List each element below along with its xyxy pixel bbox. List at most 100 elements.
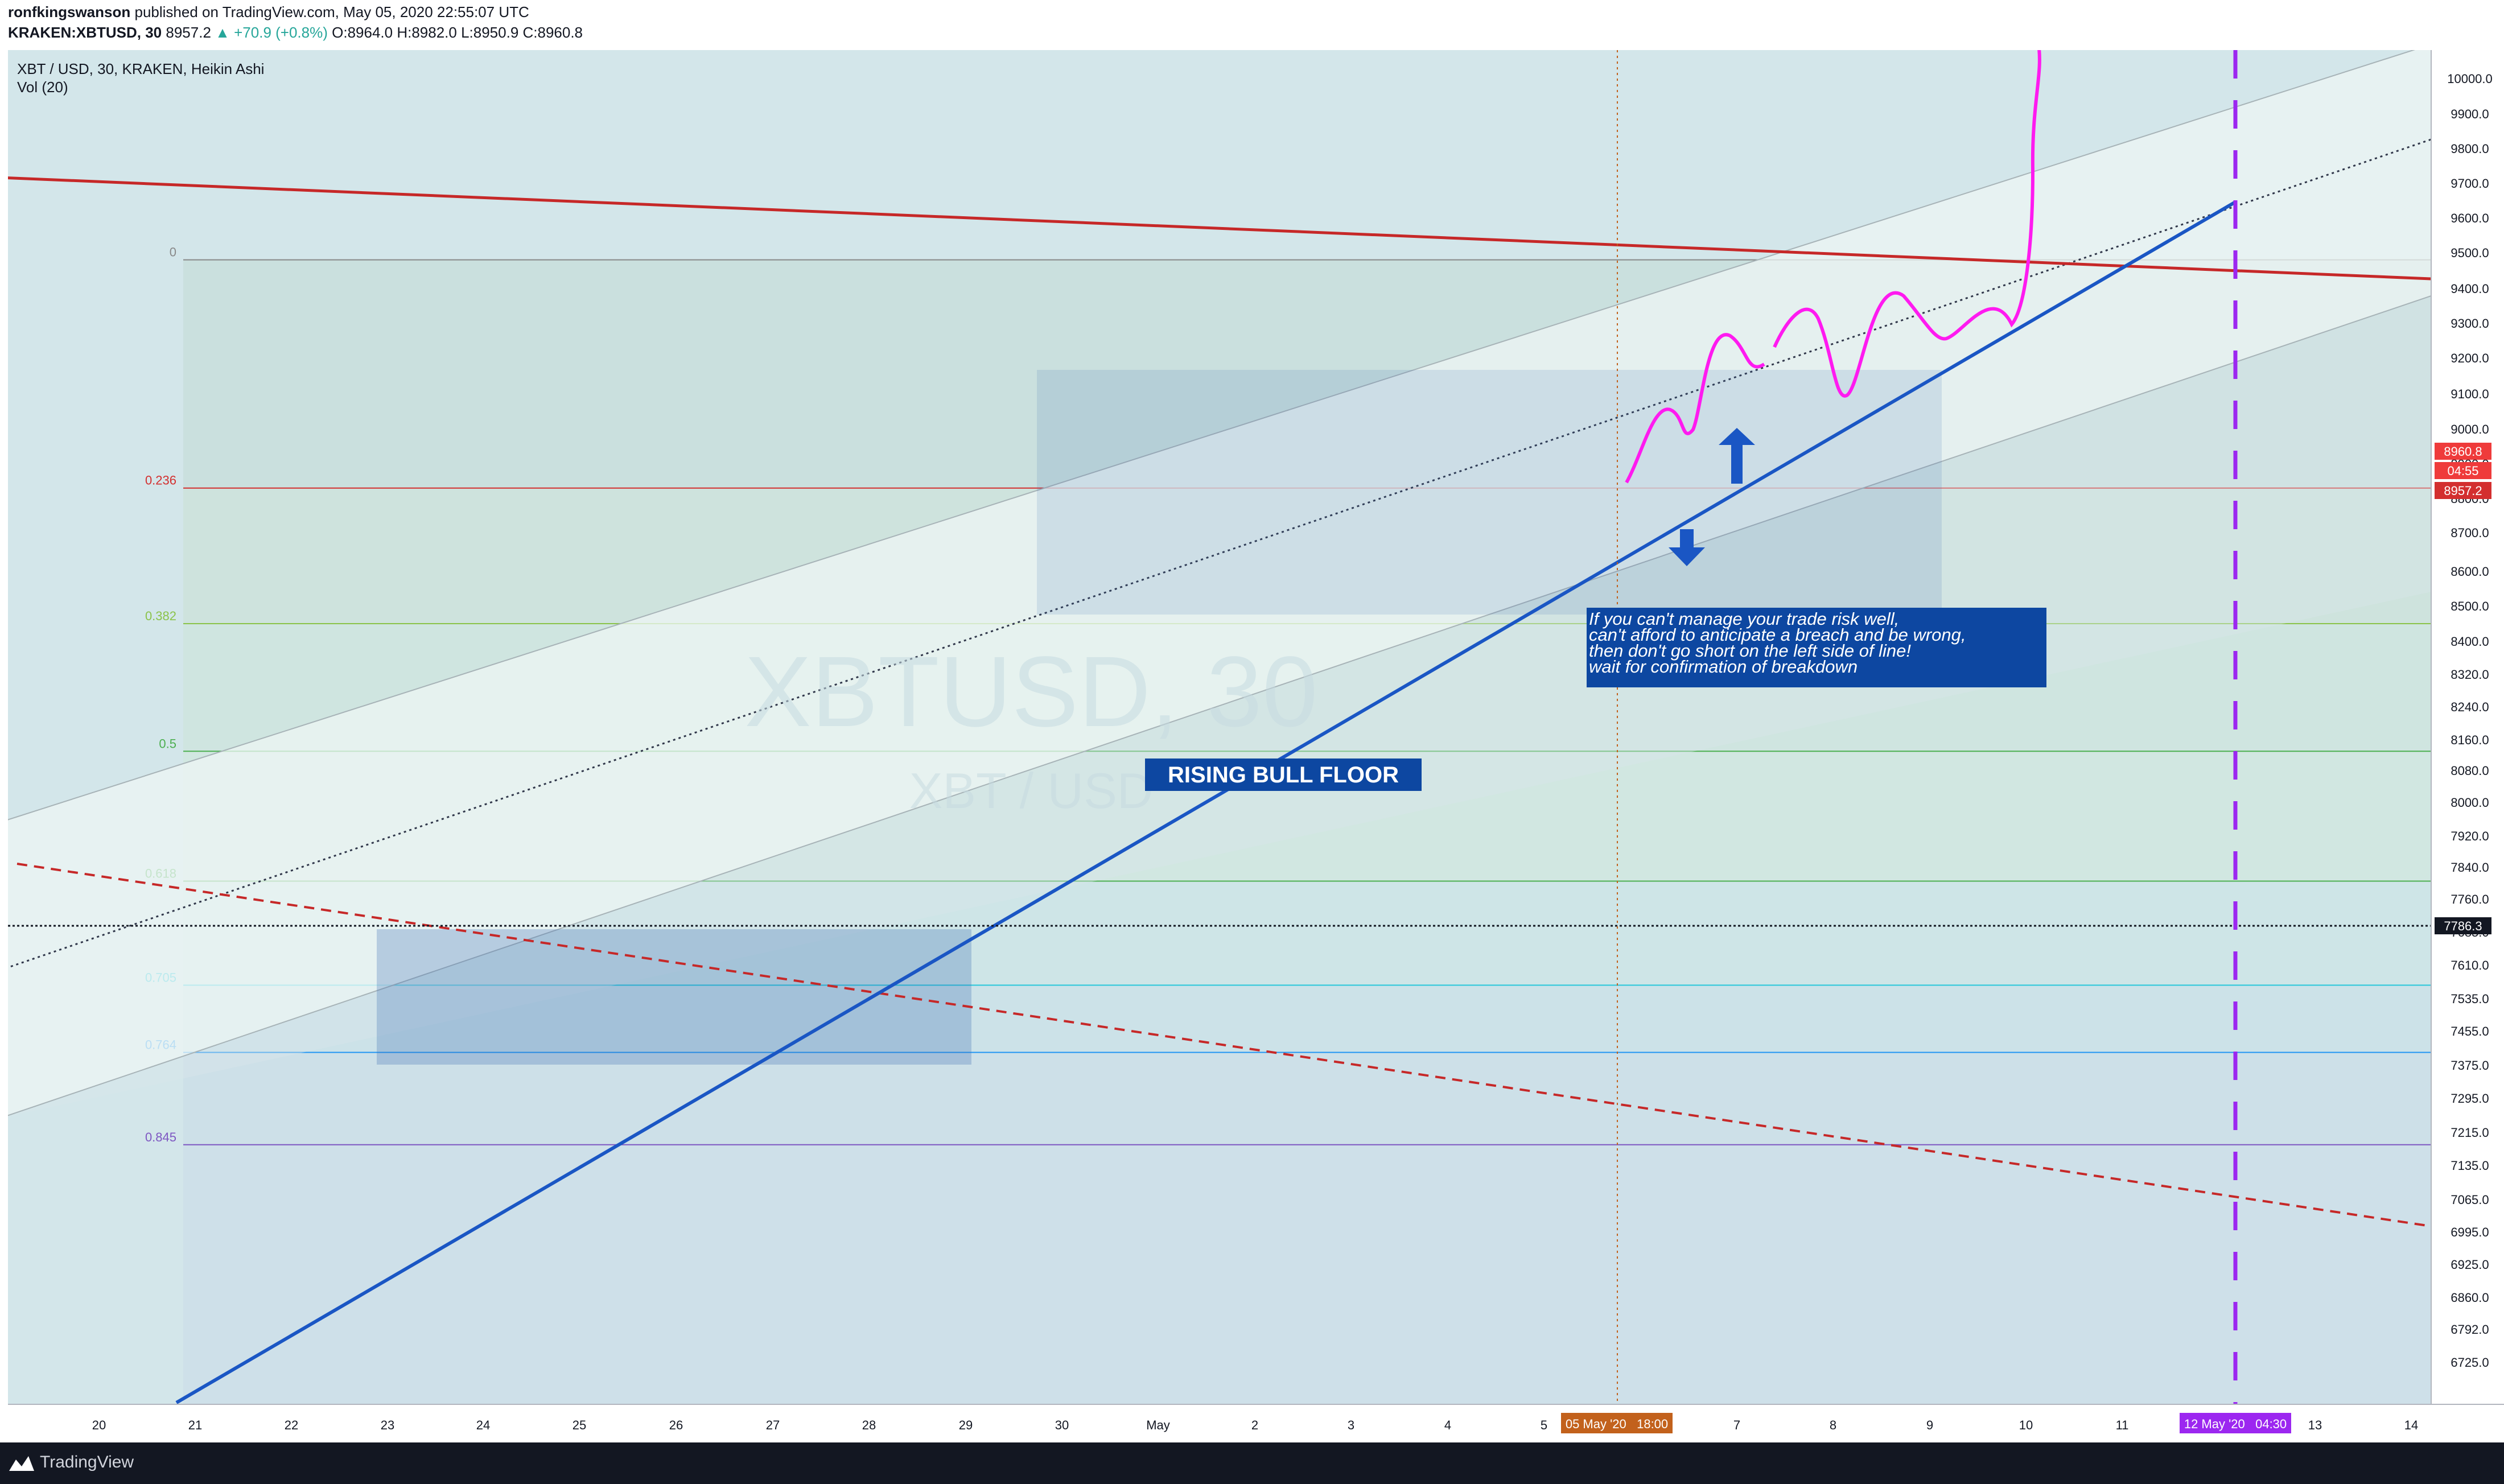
time-tick-label: 11 (2116, 1418, 2129, 1432)
footer-bar: TradingView (0, 1442, 2504, 1484)
price-tick-label: 9700.0 (2451, 176, 2489, 191)
fib-level-label: 0.382 (145, 609, 176, 623)
time-tick-label: 30 (1055, 1418, 1069, 1432)
time-tick-label: 10 (2019, 1418, 2033, 1432)
tradingview-logo-icon[interactable] (8, 1454, 35, 1473)
time-axis[interactable] (8, 1404, 2431, 1442)
watermark-symbol: XBTUSD, 30 (744, 636, 1317, 748)
time-tick-label: 24 (476, 1418, 490, 1432)
down-arrow-icon (1669, 529, 1705, 566)
rising-bull-floor-line[interactable] (175, 200, 2237, 1404)
up-arrow-icon (1719, 428, 1755, 484)
time-tick-label: 21 (188, 1418, 202, 1432)
descending-dashed-trendline[interactable] (17, 863, 2431, 1227)
time-tick-label: 4 (1444, 1418, 1451, 1432)
time-tick-label: 28 (862, 1418, 876, 1432)
price-tick-label: 6725.0 (2451, 1355, 2489, 1370)
time-tick-label: 22 (285, 1418, 298, 1432)
price-tick-label: 9900.0 (2451, 107, 2489, 121)
note-line-4: wait for confirmation of breakdown (1589, 657, 1858, 677)
time-tick-label: 5 (1541, 1418, 1547, 1432)
time-axis-labels: 20 21 22 23 24 25 26 27 28 29 30 May 2 3 4 5 7 8 9 10 11 13 14 (92, 1418, 2418, 1432)
time-tick-label: 23 (381, 1418, 394, 1432)
symbol-code: KRAKEN:XBTUSD, 30 (8, 24, 162, 41)
time-tick-label: 14 (2404, 1418, 2418, 1432)
price-tick-label: 7215.0 (2451, 1126, 2489, 1140)
publish-date: published on TradingView.com, May 05, 20… (134, 3, 529, 20)
watermark-name: XBT / USD (909, 762, 1154, 819)
price-tick-label: 8320.0 (2451, 667, 2489, 682)
price-tick-label: 9200.0 (2451, 351, 2489, 365)
countdown-badge: 04:55 (2435, 462, 2491, 479)
time-tick-label: 2 (1251, 1418, 1258, 1432)
time-tick-label: 9 (1926, 1418, 1933, 1432)
time-tick-label: 13 (2308, 1418, 2322, 1432)
time-tick-label: 3 (1348, 1418, 1354, 1432)
price-tick-label: 9500.0 (2451, 246, 2489, 260)
fib-zone (183, 985, 2431, 1053)
rising-bull-floor-label[interactable]: RISING BULL FLOOR (1145, 759, 1422, 791)
fib-level-label: 0.5 (159, 736, 176, 751)
channel-bottom-line[interactable] (0, 295, 2431, 1118)
fib-zone (183, 1144, 2431, 1404)
price-tick-label: 7840.0 (2451, 860, 2489, 875)
price-tick-label: 6925.0 (2451, 1258, 2489, 1272)
ohlc-values: O:8964.0 H:8982.0 L:8950.9 C:8960.8 (332, 24, 583, 41)
price-tick-label: 9000.0 (2451, 422, 2489, 436)
price-tick-label: 8160.0 (2451, 733, 2489, 747)
price-tick-label: 10000.0 (2447, 72, 2493, 86)
descending-resistance-line[interactable] (0, 176, 2431, 281)
svg-text:04:55: 04:55 (2447, 464, 2478, 478)
time-tick-label: May (1146, 1418, 1170, 1432)
price-tick-label: 8700.0 (2451, 526, 2489, 540)
price-tick-label: 8500.0 (2451, 599, 2489, 613)
svg-text:12 May '20 04:30: 12 May '20 04:30 (2184, 1417, 2287, 1431)
symbol-quote-line: KRAKEN:XBTUSD, 30 8957.2 ▲ +70.9 (+0.8%)… (8, 24, 583, 42)
price-tick-label: 8080.0 (2451, 764, 2489, 778)
projection-time-badge: 12 May '20 04:30 (2180, 1413, 2291, 1433)
note-line-1: If you can't manage your trade risk well… (1589, 609, 1899, 629)
fib-level-label: 0.845 (145, 1130, 176, 1144)
fib-level-label: 0.236 (145, 473, 176, 488)
consolidation-box-left[interactable] (377, 929, 971, 1065)
price-tick-label: 9800.0 (2451, 142, 2489, 156)
price-tick-label: 9600.0 (2451, 211, 2489, 225)
channel-band-upper (8, 50, 2431, 1116)
price-axis[interactable] (2431, 50, 2504, 1404)
fib-level-label: 0 (170, 245, 176, 259)
svg-text:7786.3: 7786.3 (2444, 919, 2482, 933)
publication-header: ronfkingswanson published on TradingView… (0, 0, 2504, 44)
author-name[interactable]: ronfkingswanson (8, 3, 131, 20)
price-axis-labels: 10000.0 9900.0 9800.0 9700.0 9600.0 9500.0 940… (2447, 72, 2493, 1370)
price-tick-label: 6860.0 (2451, 1291, 2489, 1305)
time-tick-label: 7 (1733, 1418, 1740, 1432)
legend-volume: Vol (20) (17, 79, 68, 96)
time-tick-label: 8 (1830, 1418, 1836, 1432)
footer-brand: TradingView (40, 1453, 134, 1471)
price-tick-label: 9400.0 (2451, 282, 2489, 296)
projection-path-b[interactable] (1773, 44, 2041, 398)
consolidation-box-right[interactable] (1037, 370, 1942, 615)
time-tick-label: 26 (669, 1418, 683, 1432)
time-tick-label: 29 (959, 1418, 973, 1432)
note-line-2: can't afford to anticipate a breach and … (1589, 625, 1966, 645)
price-tick-label: 7920.0 (2451, 829, 2489, 843)
price-tick-label: 9100.0 (2451, 387, 2489, 401)
risk-note-text: If you can't manage your trade risk well… (1589, 609, 1971, 677)
projection-path-a[interactable] (1625, 333, 1765, 484)
current-price-badge: 8960.8 (2435, 443, 2491, 460)
price-tick-label: 9300.0 (2451, 316, 2489, 331)
time-tick-label: 25 (573, 1418, 586, 1432)
price-change: ▲ +70.9 (+0.8%) (215, 24, 328, 41)
fib-zone (183, 1052, 2431, 1145)
price-tick-label: 8400.0 (2451, 634, 2489, 649)
svg-text:8957.2: 8957.2 (2444, 484, 2482, 498)
price-tick-label: 7535.0 (2451, 992, 2489, 1006)
channel-top-line[interactable] (0, 44, 2431, 822)
price-tick-label: 7455.0 (2451, 1024, 2489, 1038)
price-tick-label: 8240.0 (2451, 700, 2489, 714)
risk-note-callout[interactable]: If you can't manage your trade risk well… (1587, 608, 2046, 687)
price-tick-label: 7295.0 (2451, 1091, 2489, 1106)
price-tick-label: 8600.0 (2451, 564, 2489, 579)
